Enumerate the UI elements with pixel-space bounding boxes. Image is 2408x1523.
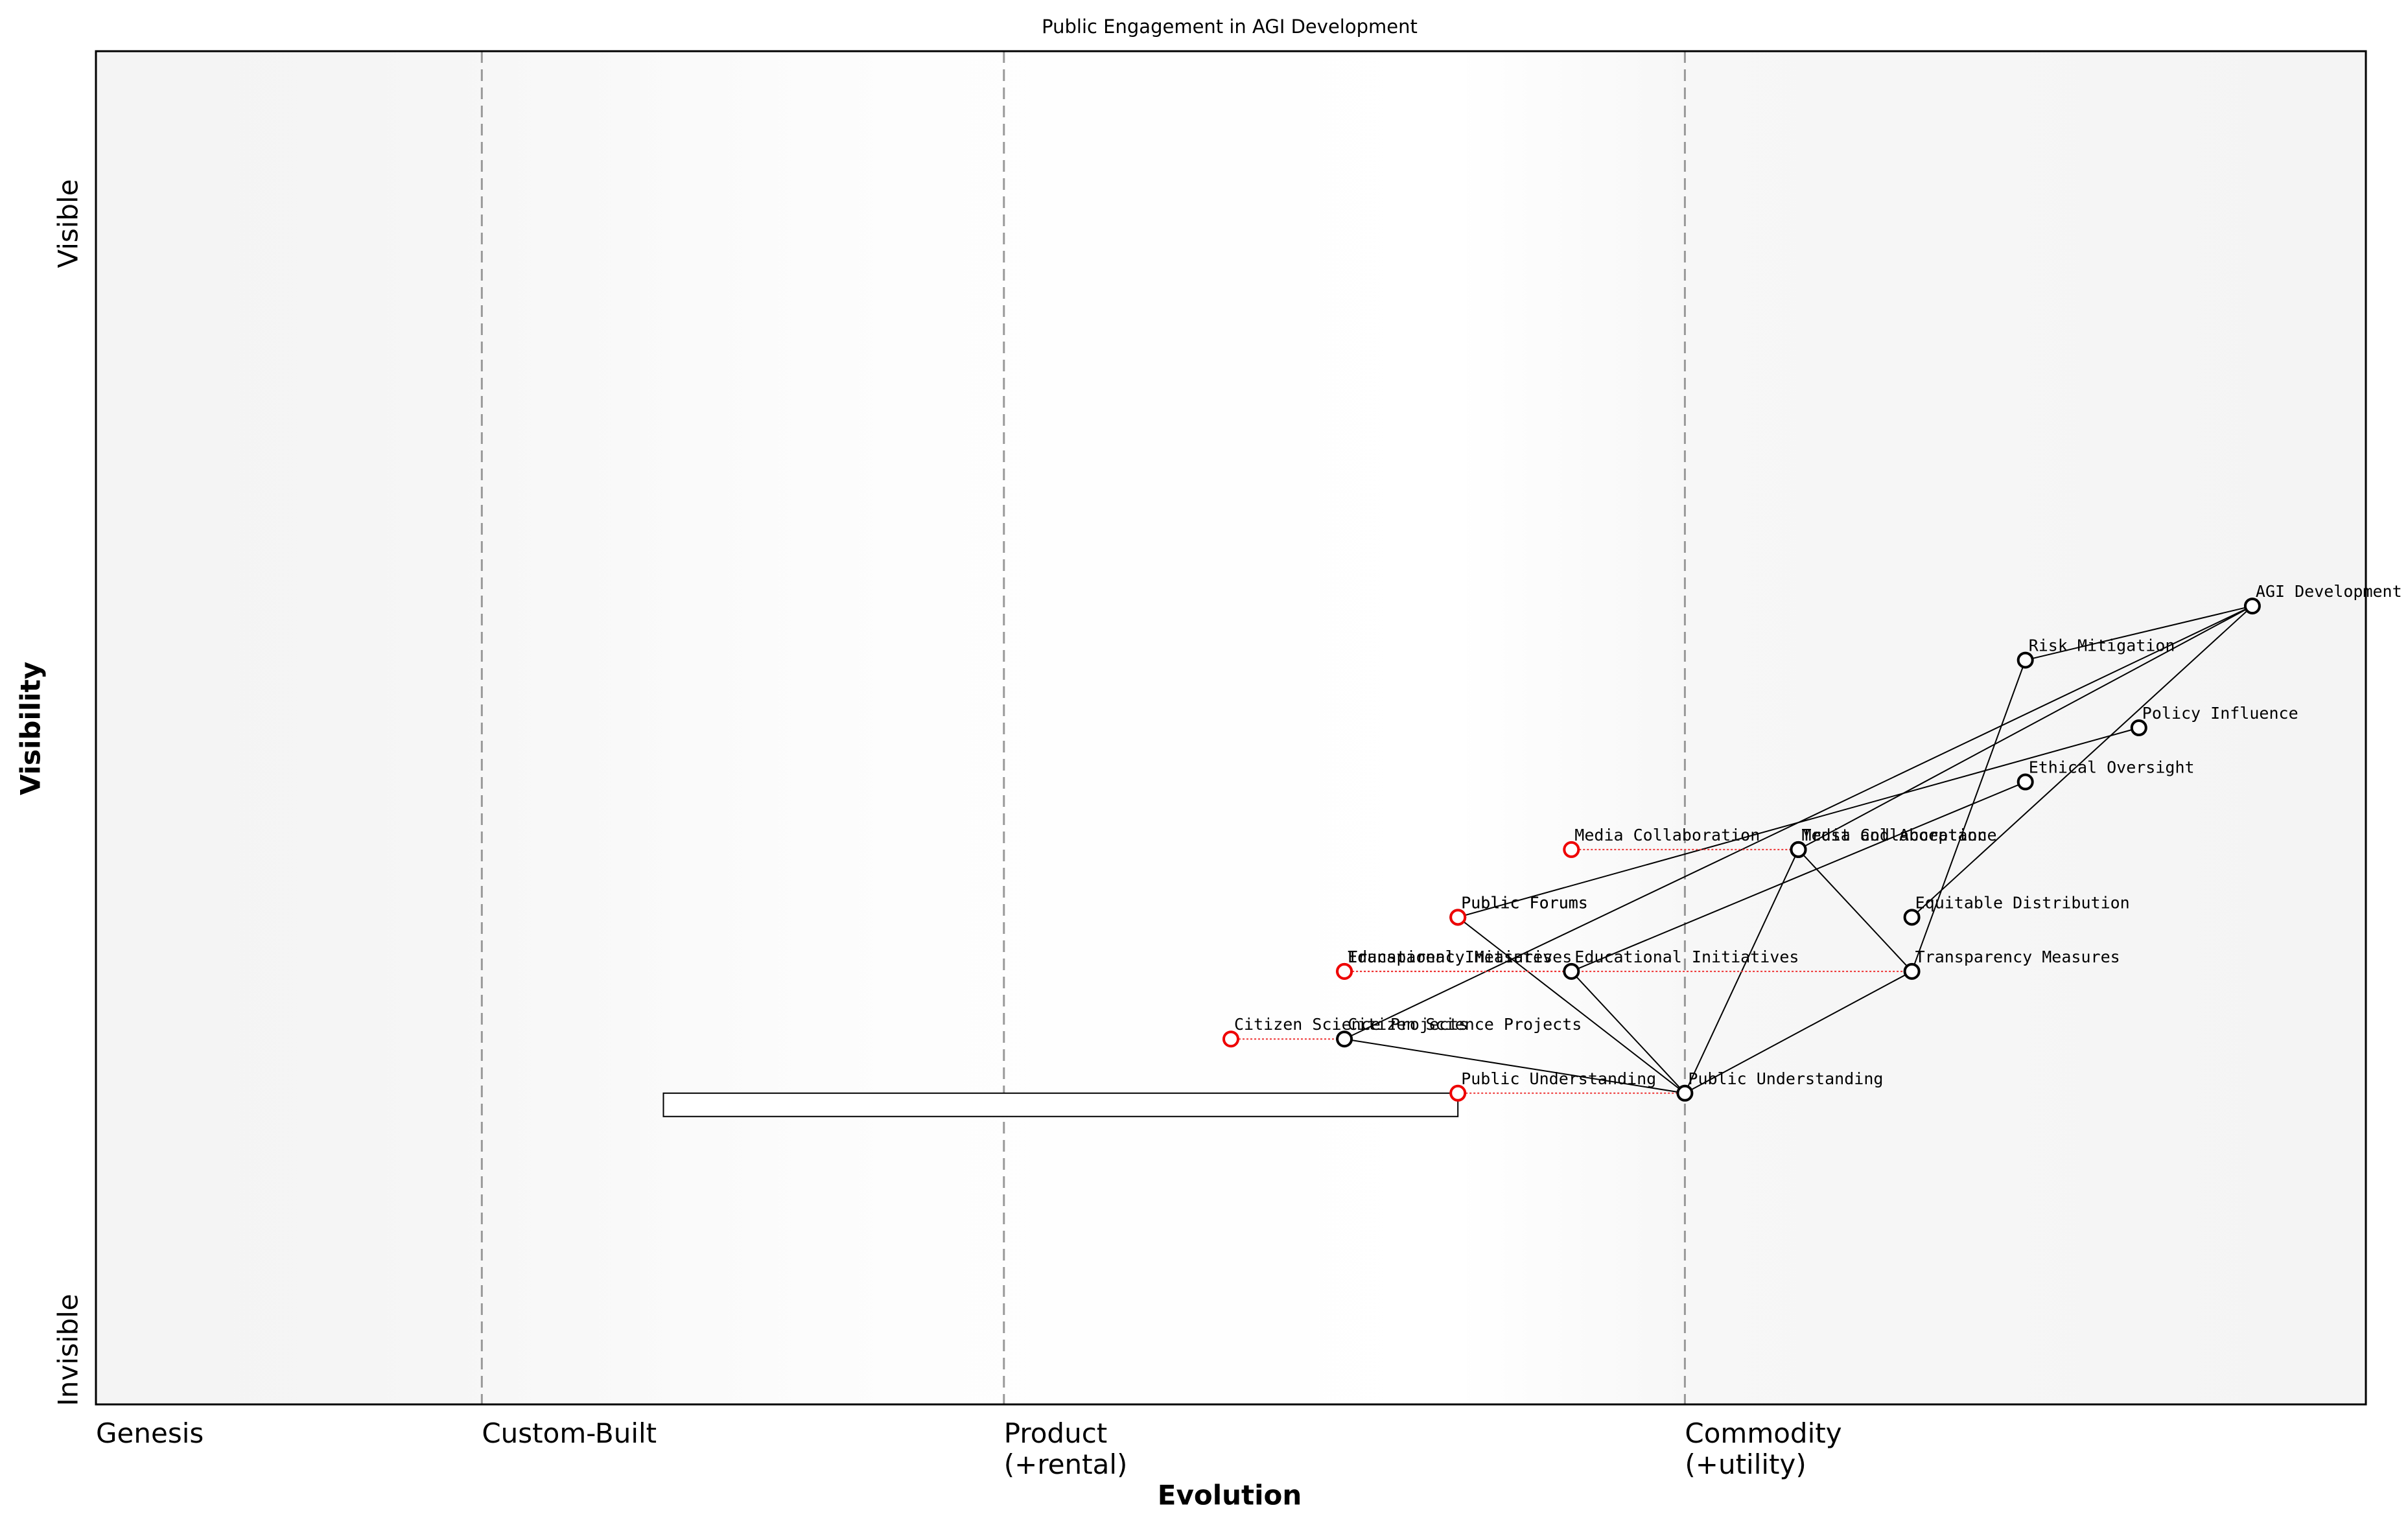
- previous-position: [1222, 1030, 1239, 1048]
- link: [1344, 1038, 1685, 1094]
- component-label: Educational Initiatives: [1574, 948, 1799, 966]
- component-label: Public Forums: [1461, 893, 1588, 912]
- component: [1790, 841, 1807, 858]
- link: [1911, 605, 2253, 918]
- previous-position: [1563, 841, 1580, 858]
- plot-frame: [95, 50, 2367, 1406]
- component-label: Transparency Measures: [1915, 948, 2120, 966]
- link: [1797, 849, 1913, 972]
- previous-label: Public Understanding: [1461, 1069, 1656, 1088]
- component-label: Citizen Science Projects: [1348, 1015, 1582, 1034]
- previous-label: Public Forums: [1461, 893, 1588, 912]
- component: [1903, 962, 1921, 980]
- component-label: Public Understanding: [1688, 1069, 1883, 1088]
- previous-label: Transparency Measures: [1348, 948, 1552, 966]
- plot-background: [96, 51, 2366, 1404]
- previous-position: [1449, 1084, 1467, 1102]
- link: [1798, 605, 2253, 850]
- previous-position: [1336, 962, 1353, 980]
- link: [1457, 916, 1686, 1094]
- previous-label: Educational Initiatives: [1348, 948, 1572, 966]
- y-axis-label: Visibility: [15, 662, 47, 795]
- link: [2025, 605, 2253, 661]
- component: [2016, 651, 2034, 669]
- y-top-label: Visible: [53, 179, 84, 268]
- component: [2243, 598, 2261, 615]
- stage-label: Commodity (+utility): [1685, 1417, 1841, 1480]
- y-bottom-label: Invisible: [53, 1294, 84, 1406]
- map-layer: Genesis Custom-Built Product (+rental) Commo…: [96, 51, 2402, 1480]
- previous-label: Media Collaboration: [1574, 826, 1760, 844]
- component: [1336, 1030, 1353, 1048]
- link: [1571, 781, 2026, 972]
- link: [1571, 971, 1686, 1094]
- component-label: Media Collaboration: [1802, 826, 1987, 844]
- component-label: Equitable Distribution: [1915, 893, 2130, 912]
- chart-title: Public Engagement in AGI Development: [1042, 16, 1418, 38]
- stage-label: Custom-Built: [482, 1417, 657, 1449]
- component: [1903, 909, 1921, 926]
- component-label: Trust and Acceptance: [1802, 826, 1997, 844]
- link: [1911, 660, 2026, 972]
- component-label: Risk Mitigation: [2029, 636, 2175, 655]
- link: [1457, 727, 2140, 918]
- component: [1563, 962, 1580, 980]
- link: [1684, 970, 1913, 1094]
- component: [1676, 1084, 1694, 1102]
- component: [2130, 719, 2147, 736]
- pipeline: [662, 1092, 1459, 1117]
- component-label: Policy Influence: [2142, 704, 2298, 723]
- stage-label: Genesis: [96, 1417, 204, 1449]
- component-label: Ethical Oversight: [2029, 758, 2195, 777]
- component: [2016, 773, 2034, 791]
- stage-label: Product (+rental): [1004, 1417, 1128, 1480]
- x-axis-label: Evolution: [1158, 1480, 1302, 1511]
- previous-label: Citizen Science Projects: [1234, 1015, 1468, 1034]
- component-label: AGI Development: [2256, 582, 2402, 601]
- previous-position: [1449, 909, 1467, 926]
